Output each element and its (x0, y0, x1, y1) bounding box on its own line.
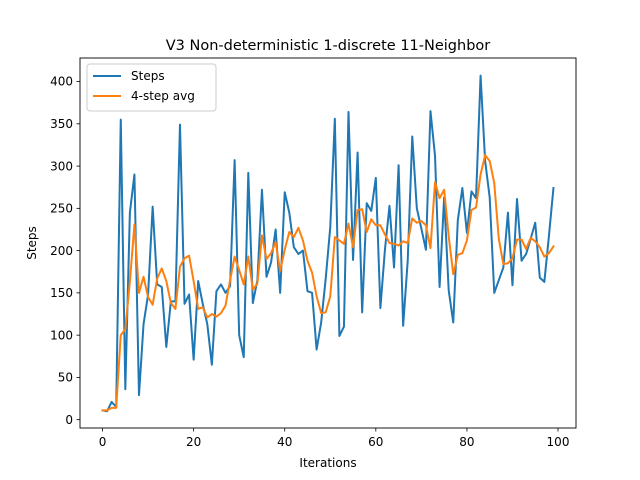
y-tick-label: 150 (50, 286, 73, 300)
y-tick-label: 250 (50, 202, 73, 216)
y-tick-label: 350 (50, 117, 73, 131)
x-tick-label: 100 (547, 435, 570, 449)
legend: Steps 4-step avg (86, 63, 217, 112)
series-line-steps (101, 74, 555, 413)
y-tick-label: 200 (50, 244, 73, 258)
y-axis-label: Steps (25, 226, 39, 260)
x-tick-label: 60 (368, 435, 383, 449)
y-tick-label: 50 (58, 371, 73, 385)
chart-title: V3 Non-deterministic 1-discrete 11-Neigh… (166, 38, 490, 54)
y-tick-label: 400 (50, 75, 73, 89)
x-tick-label: 0 (99, 435, 107, 449)
legend-label-steps: Steps (131, 69, 165, 83)
x-tick-label: 80 (459, 435, 474, 449)
legend-label-4-step-avg: 4-step avg (131, 89, 195, 103)
x-tick-label: 40 (277, 435, 292, 449)
series-line-4-step-avg (101, 154, 555, 412)
x-axis-label: Iterations (299, 456, 356, 470)
x-tick-label: 20 (186, 435, 201, 449)
series-layer (101, 74, 555, 413)
y-tick-label: 300 (50, 159, 73, 173)
plot-area-frame (79, 57, 577, 429)
x-axis-ticks: 0 20 40 60 80 100 (99, 428, 570, 449)
y-tick-label: 0 (65, 413, 73, 427)
y-tick-label: 100 (50, 328, 73, 342)
y-axis-ticks: 0 50 100 150 200 250 300 350 400 (50, 75, 80, 427)
